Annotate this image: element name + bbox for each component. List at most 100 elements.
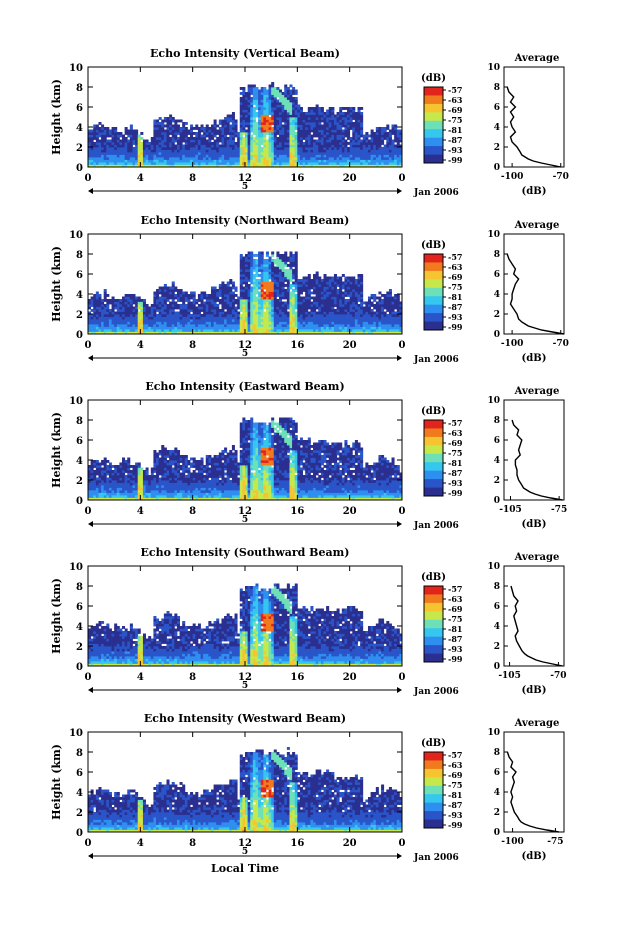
heatmap-cell — [203, 311, 207, 315]
heatmap-cell — [381, 132, 385, 135]
heatmap-cell — [218, 289, 222, 292]
heatmap-cell — [260, 321, 264, 325]
heatmap-cell — [271, 144, 275, 148]
heatmap-cell — [258, 331, 262, 335]
heatmap-cell — [297, 299, 301, 302]
heatmap-cell — [271, 309, 275, 312]
heatmap-cell — [229, 132, 233, 135]
heatmap-cell — [341, 331, 345, 335]
heatmap-cell — [370, 164, 374, 168]
heatmap-cell — [260, 301, 264, 305]
heatmap-cell — [129, 137, 133, 140]
heatmap-cell — [245, 314, 249, 317]
heatmap-cell — [192, 127, 196, 130]
heatmap-cell — [360, 119, 364, 123]
heatmap-cell — [137, 162, 141, 165]
heatmap-cell — [221, 316, 225, 320]
heatmap-cell — [252, 279, 256, 282]
heatmap-cell — [286, 132, 290, 135]
heatmap-cell — [265, 124, 269, 128]
heatmap-cell — [258, 119, 262, 123]
heatmap-cell — [352, 139, 356, 143]
heatmap-cell — [328, 157, 332, 160]
heatmap-cell — [396, 134, 400, 138]
heatmap-cell — [284, 256, 288, 260]
heatmap-cell — [148, 149, 152, 153]
heatmap-cell — [260, 294, 264, 297]
heatmap-cell — [150, 314, 154, 317]
heatmap-cell — [323, 279, 327, 282]
heatmap-cell — [90, 154, 94, 158]
heatmap-cell — [166, 331, 170, 335]
heatmap-cell — [302, 306, 306, 310]
heatmap-cell — [313, 124, 317, 128]
heatmap-cell — [307, 144, 311, 148]
heatmap-cell — [279, 114, 283, 118]
heatmap-cell — [326, 299, 330, 302]
heatmap-cell — [208, 152, 212, 155]
heatmap-cell — [381, 331, 385, 335]
heatmap-cell — [101, 162, 105, 165]
heatmap-cell — [349, 314, 353, 317]
heatmap-cell — [386, 132, 390, 135]
heatmap-cell — [179, 324, 183, 327]
heatmap-cell — [273, 331, 277, 335]
heatmap-cell — [111, 319, 115, 322]
heatmap-cell — [302, 289, 306, 292]
heatmap-cell — [255, 152, 259, 155]
heatmap-cell — [360, 291, 364, 295]
heatmap-cell — [362, 316, 366, 320]
heatmap-cell — [367, 296, 371, 300]
heatmap-cell — [284, 137, 288, 140]
heatmap-cell — [347, 321, 351, 325]
heatmap-cell — [153, 329, 157, 332]
heatmap-cell — [391, 321, 395, 325]
heatmap-cell — [197, 319, 201, 322]
heatmap-cell — [320, 139, 324, 143]
heatmap-cell — [357, 117, 361, 120]
heatmap-cell — [255, 264, 259, 267]
heatmap-cell — [90, 316, 94, 320]
heatmap-cell — [297, 286, 301, 290]
heatmap-cell — [265, 329, 269, 332]
heatmap-cell — [347, 294, 351, 297]
heatmap-cell — [378, 306, 382, 310]
heatmap-cell — [122, 137, 126, 140]
heatmap-cell — [367, 162, 371, 165]
heatmap-cell — [98, 306, 102, 310]
heatmap-cell — [114, 127, 118, 130]
heatmap-cell — [268, 316, 272, 320]
heatmap-cell — [203, 164, 207, 168]
heatmap-cell — [176, 144, 180, 148]
heatmap-cell — [284, 271, 288, 275]
heatmap-cell — [388, 314, 392, 317]
heatmap-cell — [289, 324, 293, 327]
heatmap-cell — [103, 324, 107, 327]
heatmap-cell — [234, 122, 238, 125]
heatmap-cell — [239, 324, 243, 327]
heatmap-cell — [158, 289, 162, 292]
heatmap-cell — [98, 152, 102, 155]
heatmap-cell — [286, 92, 290, 95]
heatmap-cell — [362, 139, 366, 143]
heatmap-cell — [386, 159, 390, 163]
heatmap-cell — [137, 329, 141, 332]
heatmap-cell — [276, 99, 280, 103]
heatmap-cell — [347, 154, 351, 158]
heatmap-cell — [302, 114, 306, 118]
heatmap-cell — [328, 329, 332, 332]
heatmap-cell — [184, 127, 188, 130]
heatmap-cell — [271, 92, 275, 95]
heatmap-cell — [344, 286, 348, 290]
heatmap-cell — [320, 124, 324, 128]
heatmap-cell — [326, 117, 330, 120]
heatmap-cell — [231, 309, 235, 312]
heatmap-cell — [103, 304, 107, 307]
heatmap-cell — [163, 301, 167, 305]
heatmap-cell — [362, 329, 366, 332]
heatmap-cell — [299, 329, 303, 332]
heatmap-cell — [255, 281, 259, 285]
heatmap-cell — [318, 311, 322, 315]
heatmap-cell — [255, 329, 259, 332]
heatmap-cell — [313, 299, 317, 302]
